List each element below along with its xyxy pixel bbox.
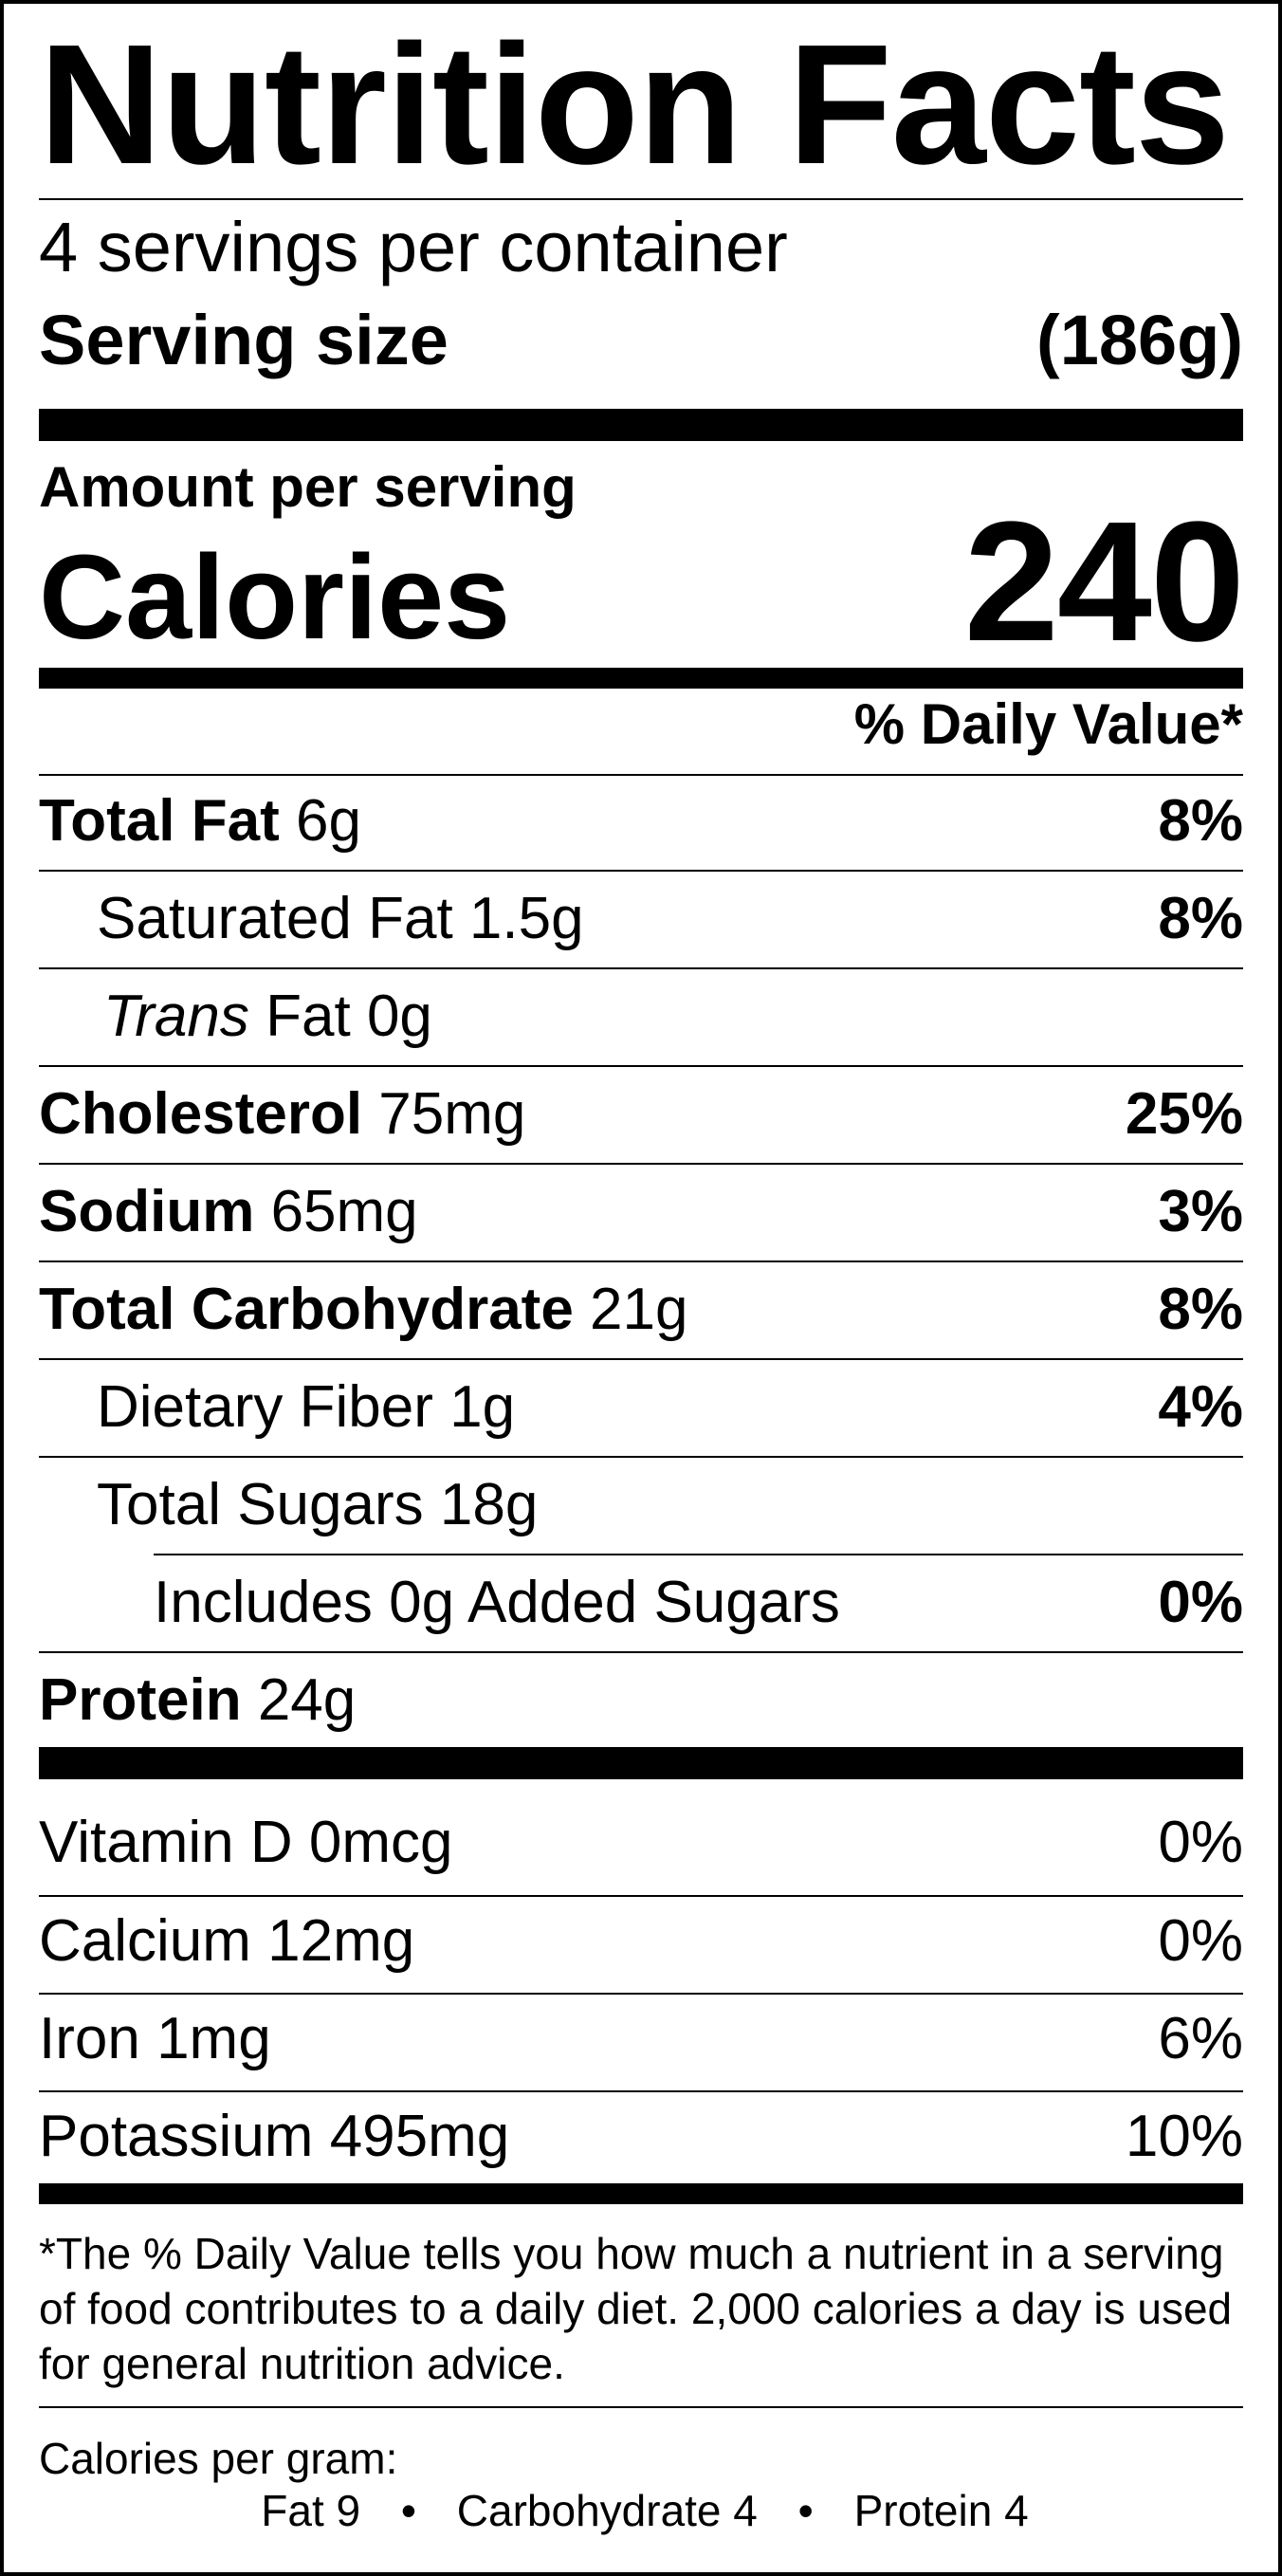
bullet-separator: •	[797, 2486, 814, 2535]
nutrient-amount: 65mg	[270, 1179, 418, 1244]
nutrient-row-cholesterol: Cholesterol 75mg	[39, 1085, 525, 1144]
nutrient-amount: 0g	[389, 1570, 455, 1635]
nutrient-amount: 18g	[439, 1472, 539, 1537]
daily-value-footnote: *The % Daily Value tells you how much a …	[39, 2229, 1233, 2388]
cpg-protein: Protein 4	[853, 2486, 1029, 2535]
vitamin-row-calcium: Calcium 12mg	[39, 1912, 414, 1971]
nutrient-row-added-sugars: Includes 0g Added Sugars	[154, 1573, 840, 1632]
nutrient-name: Total Sugars	[97, 1472, 424, 1537]
row-divider	[39, 967, 1243, 969]
nutrient-name: Total Carbohydrate	[39, 1277, 574, 1342]
row-divider	[39, 2406, 1243, 2408]
row-divider	[39, 1358, 1243, 1360]
vitamin-name: Iron	[39, 2006, 140, 2071]
nutrient-name: Cholesterol	[39, 1081, 363, 1147]
vitamin-dv-iron: 6%	[1158, 2006, 1243, 2071]
nutrient-row-total-sugars: Total Sugars 18g	[97, 1476, 538, 1535]
amount-per-serving: Amount per serving	[39, 455, 577, 519]
nutrient-dv-total-carbohydrate: 8%	[1158, 1277, 1243, 1342]
nutrient-name: Saturated Fat	[97, 886, 453, 951]
nutrient-amount: 0g	[366, 984, 432, 1049]
bullet-separator: •	[400, 2486, 417, 2535]
nutrient-row-trans-fat: Trans Fat 0g	[103, 987, 432, 1046]
vitamin-dv-calcium: 0%	[1158, 1908, 1243, 1974]
nutrient-prefix: Includes	[154, 1570, 373, 1635]
row-divider	[39, 2090, 1243, 2092]
row-divider	[39, 1456, 1243, 1458]
vitamin-name: Potassium	[39, 2104, 314, 2169]
row-divider	[39, 1895, 1243, 1897]
calories-rule	[39, 668, 1243, 689]
nutrient-amount: 21g	[590, 1277, 688, 1342]
vitamin-dv-vitamin-d: 0%	[1158, 1810, 1243, 1875]
nutrient-amount: 24g	[257, 1667, 357, 1733]
nutrient-amount: 1g	[449, 1374, 516, 1440]
cpg-fat: Fat 9	[261, 2486, 361, 2535]
row-divider	[39, 774, 1243, 776]
footnote-rule	[39, 2183, 1243, 2204]
nutrient-dv-dietary-fiber: 4%	[1158, 1374, 1243, 1440]
nutrient-dv-added-sugars: 0%	[1158, 1570, 1243, 1635]
daily-value-header: % Daily Value*	[853, 692, 1243, 756]
nutrient-dv-total-fat: 8%	[1158, 788, 1243, 854]
calories-value: 240	[963, 487, 1245, 677]
cpg-carbohydrate: Carbohydrate 4	[456, 2486, 758, 2535]
nutrient-name: Trans	[103, 984, 249, 1049]
nutrient-row-sodium: Sodium 65mg	[39, 1183, 418, 1242]
protein-thick-rule	[39, 1747, 1243, 1779]
nutrient-name-suffix: Fat	[266, 984, 351, 1049]
nutrient-name: Dietary Fiber	[97, 1374, 433, 1440]
vitamin-amount: 495mg	[329, 2104, 510, 2169]
nutrient-amount: 6g	[295, 788, 361, 854]
vitamin-amount: 1mg	[156, 2006, 271, 2071]
row-divider	[39, 1651, 1243, 1653]
serving-thick-rule	[39, 409, 1243, 441]
vitamin-amount: 12mg	[267, 1908, 415, 1974]
nutrient-dv-cholesterol: 25%	[1125, 1081, 1243, 1147]
row-divider	[39, 870, 1243, 872]
nutrient-name: Protein	[39, 1667, 242, 1733]
servings-per-container: 4 servings per container	[39, 208, 788, 286]
vitamin-row-iron: Iron 1mg	[39, 2010, 271, 2069]
nutrient-row-dietary-fiber: Dietary Fiber 1g	[97, 1378, 515, 1437]
row-divider	[39, 1993, 1243, 1995]
calories-per-gram-values: Fat 9 • Carbohydrate 4 • Protein 4	[4, 2489, 1282, 2532]
nutrient-dv-sodium: 3%	[1158, 1179, 1243, 1244]
nutrient-amount: 1.5g	[468, 886, 584, 951]
vitamin-name: Vitamin D	[39, 1810, 293, 1875]
serving-size-value: (186g)	[1036, 301, 1243, 379]
label-title: Nutrition Facts	[39, 9, 1230, 200]
vitamin-name: Calcium	[39, 1908, 251, 1974]
row-divider	[154, 1554, 1243, 1555]
nutrient-row-total-carbohydrate: Total Carbohydrate 21g	[39, 1280, 688, 1339]
row-divider	[39, 1163, 1243, 1165]
nutrient-name: Total Fat	[39, 788, 280, 854]
vitamin-row-vitamin-d: Vitamin D 0mcg	[39, 1813, 452, 1872]
title-rule	[39, 198, 1243, 200]
row-divider	[39, 1260, 1243, 1262]
vitamin-amount: 0mcg	[308, 1810, 453, 1875]
vitamin-dv-potassium: 10%	[1125, 2104, 1243, 2169]
nutrient-dv-saturated-fat: 8%	[1158, 886, 1243, 951]
nutrient-name: Added Sugars	[467, 1570, 840, 1635]
nutrient-name: Sodium	[39, 1179, 255, 1244]
nutrient-amount: 75mg	[378, 1081, 526, 1147]
serving-size-label: Serving size	[39, 301, 449, 379]
nutrient-row-saturated-fat: Saturated Fat 1.5g	[97, 890, 584, 948]
nutrient-row-total-fat: Total Fat 6g	[39, 792, 361, 851]
calories-per-gram-label: Calories per gram:	[39, 2434, 398, 2483]
nutrient-row-protein: Protein 24g	[39, 1671, 356, 1730]
vitamin-row-potassium: Potassium 495mg	[39, 2107, 509, 2166]
row-divider	[39, 1065, 1243, 1067]
calories-label: Calories	[39, 530, 511, 664]
